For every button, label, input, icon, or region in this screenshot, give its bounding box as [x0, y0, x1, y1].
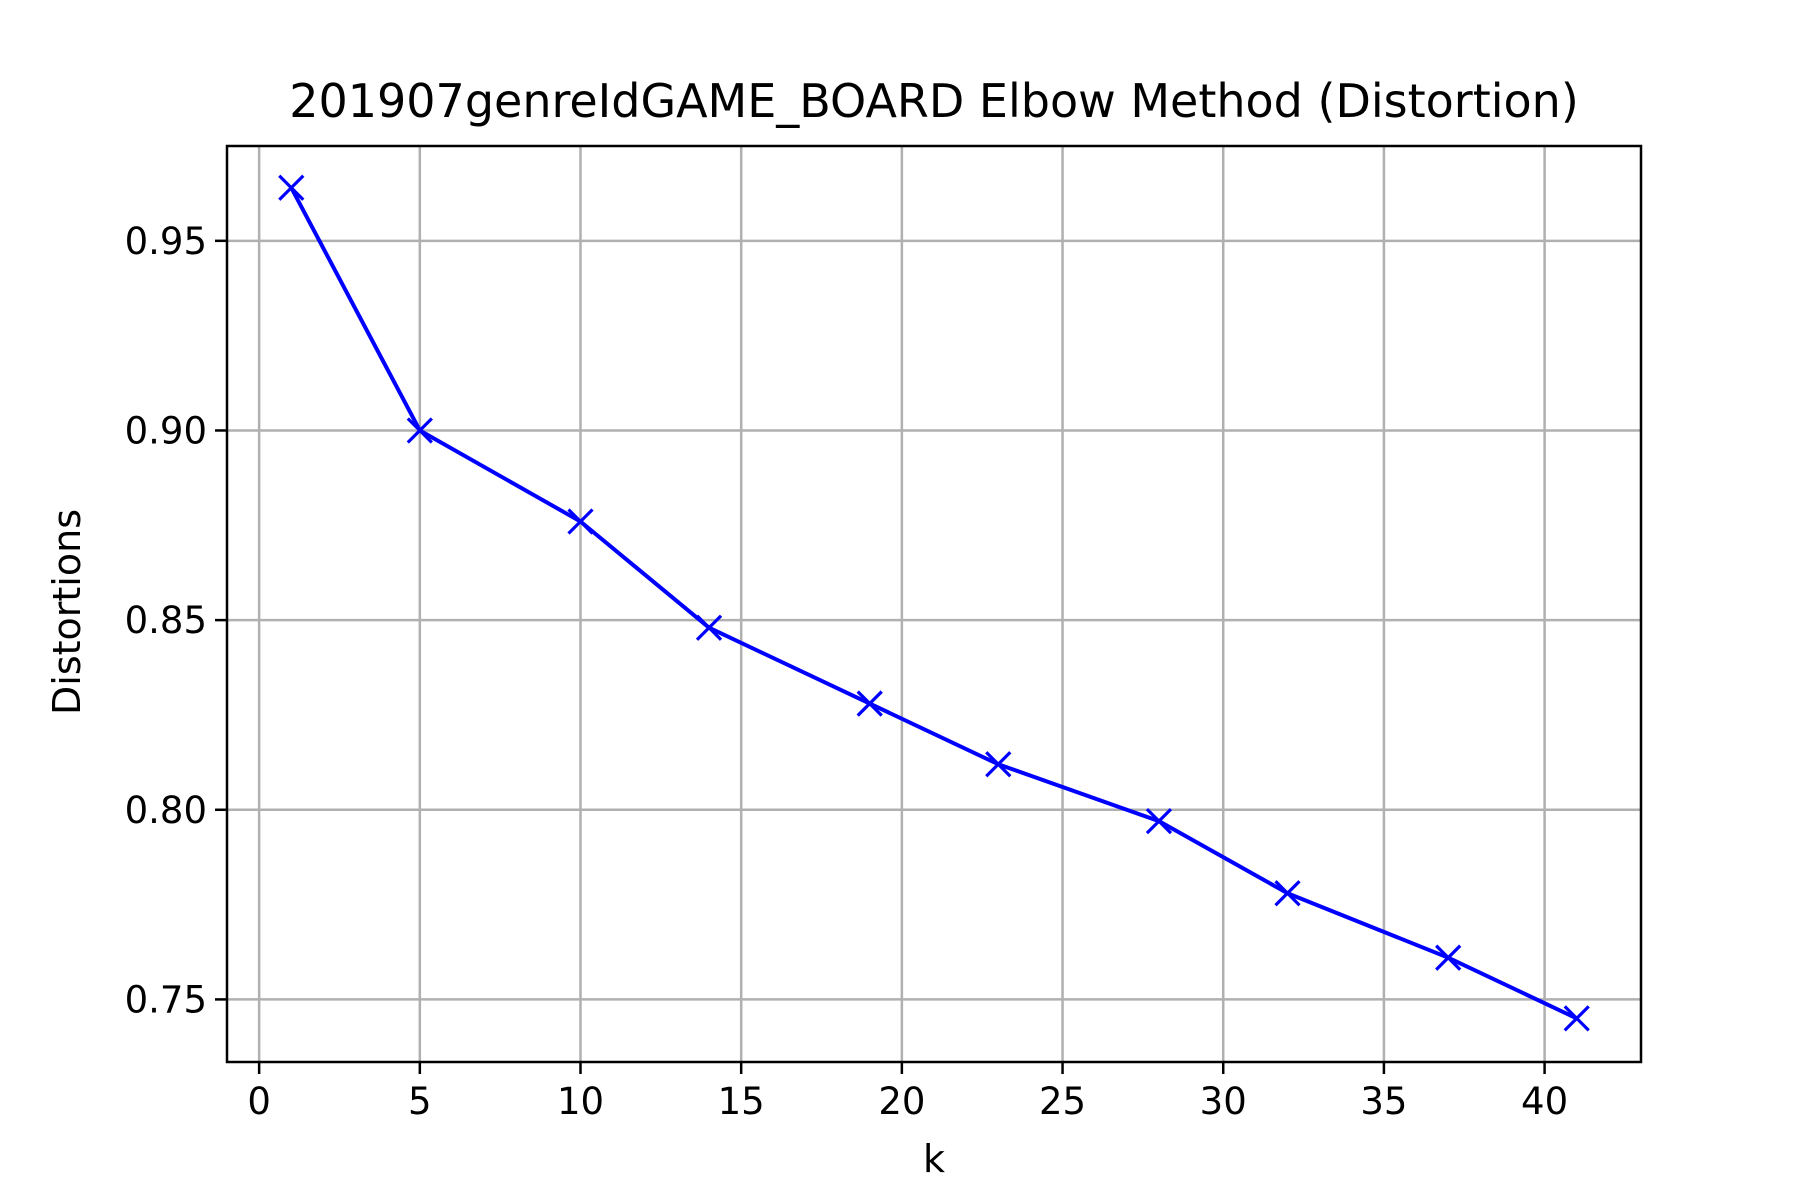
- y-tick-label: 0.95: [125, 220, 207, 263]
- x-tick-label: 0: [247, 1080, 271, 1123]
- data-point: [1435, 944, 1462, 971]
- data-point: [1145, 808, 1173, 835]
- y-axis-label: Distortions: [45, 509, 89, 715]
- series-line: [289, 186, 1578, 1021]
- data-point: [1563, 1005, 1590, 1032]
- x-tick-label: 20: [878, 1080, 925, 1123]
- data-point: [567, 508, 594, 535]
- grid-lines: [227, 146, 1641, 1062]
- x-tick-label: 30: [1200, 1080, 1247, 1123]
- y-tick-label: 0.85: [125, 599, 207, 642]
- y-tick-label: 0.80: [125, 789, 207, 832]
- x-tick-label: 25: [1039, 1080, 1086, 1123]
- chart-title: 201907genreIdGAME_BOARD Elbow Method (Di…: [289, 74, 1579, 128]
- data-point: [1274, 880, 1301, 907]
- y-tick-label: 0.75: [125, 978, 207, 1021]
- data-point: [695, 614, 723, 641]
- axis-ticks: 0 5 10 15 20 25 30 35 40 0.75 0.80 0.85 0.90 0.95: [125, 220, 1569, 1123]
- x-tick-label: 15: [718, 1080, 765, 1123]
- data-point: [278, 174, 305, 201]
- x-axis-label: k: [923, 1137, 945, 1181]
- plot-frame: [225, 144, 1643, 1064]
- data-point: [406, 417, 433, 444]
- x-tick-label: 10: [557, 1080, 604, 1123]
- y-tick-label: 0.90: [125, 409, 207, 452]
- data-point: [985, 751, 1012, 778]
- data-point: [856, 690, 883, 717]
- x-tick-label: 5: [408, 1080, 432, 1123]
- series-layer: [278, 174, 1590, 1032]
- x-tick-label: 40: [1521, 1080, 1568, 1123]
- x-tick-label: 35: [1360, 1080, 1407, 1123]
